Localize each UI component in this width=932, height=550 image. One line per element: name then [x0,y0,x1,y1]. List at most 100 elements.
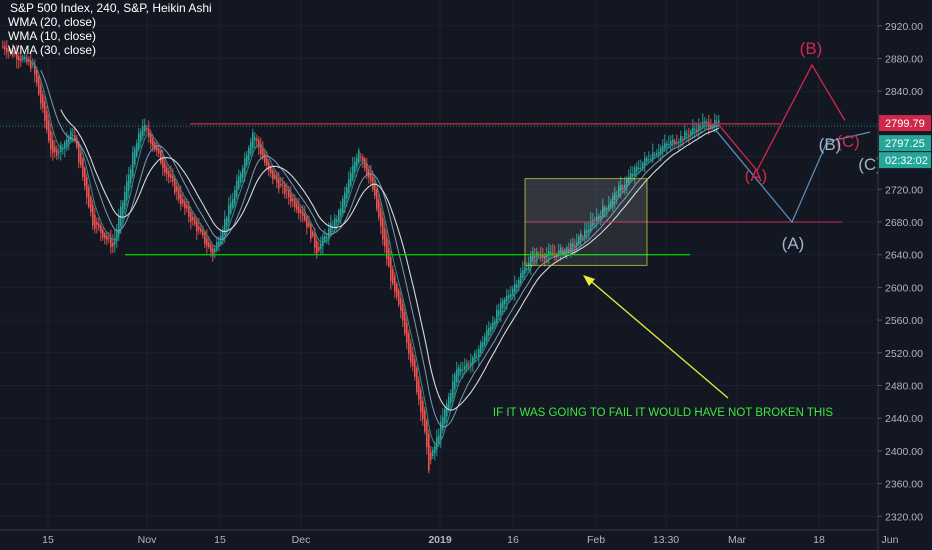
candle-body [166,167,168,175]
y-tick-label: 2600.00 [885,282,923,294]
candle-body [704,121,706,125]
candle-body [326,236,328,239]
candle-body [234,189,236,204]
price-label-bg [879,115,931,132]
candle-body [580,233,582,241]
candle-body [238,176,240,189]
candle-body [498,310,500,317]
candle-body [388,248,390,267]
candle-body [380,208,382,227]
candle-body [392,268,394,284]
candle-body [450,393,452,404]
x-tick-label: 16 [507,534,519,546]
candle-body [48,120,50,141]
candle-body [102,229,104,238]
candle-body [184,201,186,209]
candle-body [666,143,668,146]
candle-body [318,247,320,251]
candle-body [420,389,422,413]
candle-body [254,137,256,141]
candle-body [294,199,296,208]
candle-body [314,233,316,248]
candle-body [552,252,554,255]
candle-body [352,165,354,180]
candle-body [716,121,718,124]
candle-body [58,151,60,153]
candle-body [38,76,40,95]
candle-body [12,50,14,56]
candle-body [108,237,110,239]
candle-body [496,309,498,324]
y-tick-label: 2360.00 [885,479,923,491]
candle-body [660,148,662,153]
candle-body [16,53,18,60]
candle-body [480,342,482,353]
candle-body [532,251,534,262]
candle-body [130,169,132,184]
candle-body [390,257,392,281]
candle-body [598,215,600,220]
candle-body [260,143,262,155]
candle-body [512,288,514,296]
candle-body [40,85,42,104]
indicator-wma-10[interactable]: WMA (10, close) [8,29,97,43]
x-tick-label: 2019 [428,534,452,546]
candle-body [36,69,38,84]
y-tick-label: 2840.00 [885,86,923,98]
candle-body [126,181,128,201]
red-wave-label: (C) [836,132,860,151]
wma-10-line [20,55,719,446]
candle-body [132,152,134,177]
candle-body [680,135,682,143]
candle-body [100,225,102,233]
candle-body [240,173,242,183]
candle-body [360,156,362,158]
candle-body [468,365,470,367]
candle-body [602,206,604,217]
candle-body [300,209,302,214]
candle-body [640,167,642,169]
candle-body [146,127,148,130]
y-tick-label: 2640.00 [885,250,923,262]
candle-body [596,216,598,223]
x-tick-label: Nov [138,534,157,546]
candle-body [230,202,232,214]
candle-body [582,236,584,238]
candle-body [290,193,292,202]
x-tick-label: 13:30 [653,534,679,546]
price-label-bg [879,152,931,169]
candle-body [196,221,198,232]
y-tick-label: 2320.00 [885,511,923,523]
candle-body [558,250,560,256]
candle-body [248,148,250,161]
candle-body [144,124,146,132]
y-tick-label: 2440.00 [885,413,923,425]
candle-body [344,192,346,206]
y-tick-label: 2400.00 [885,446,923,458]
candle-body [412,352,414,366]
candle-body [618,186,620,197]
candle-body [616,195,618,197]
candle-body [222,229,224,240]
candle-body [54,146,56,153]
candle-body [212,248,214,257]
candle-body [6,47,8,53]
candle-body [484,336,486,345]
indicator-wma-20[interactable]: WMA (20, close) [8,15,97,29]
indicator-wma-30[interactable]: WMA (30, close) [8,43,97,57]
candle-body [402,304,404,321]
candle-body [158,148,160,154]
candle-body [64,142,66,149]
candle-body [454,374,456,390]
candle-body [90,197,92,212]
candle-body [416,368,418,392]
candle-body [138,133,140,150]
candle-body [548,251,550,257]
x-tick-label: Jun [882,534,899,546]
candle-body [232,199,234,209]
candle-body [210,244,212,252]
candle-body [128,175,130,192]
candle-body [382,217,384,240]
candle-body [672,139,674,143]
